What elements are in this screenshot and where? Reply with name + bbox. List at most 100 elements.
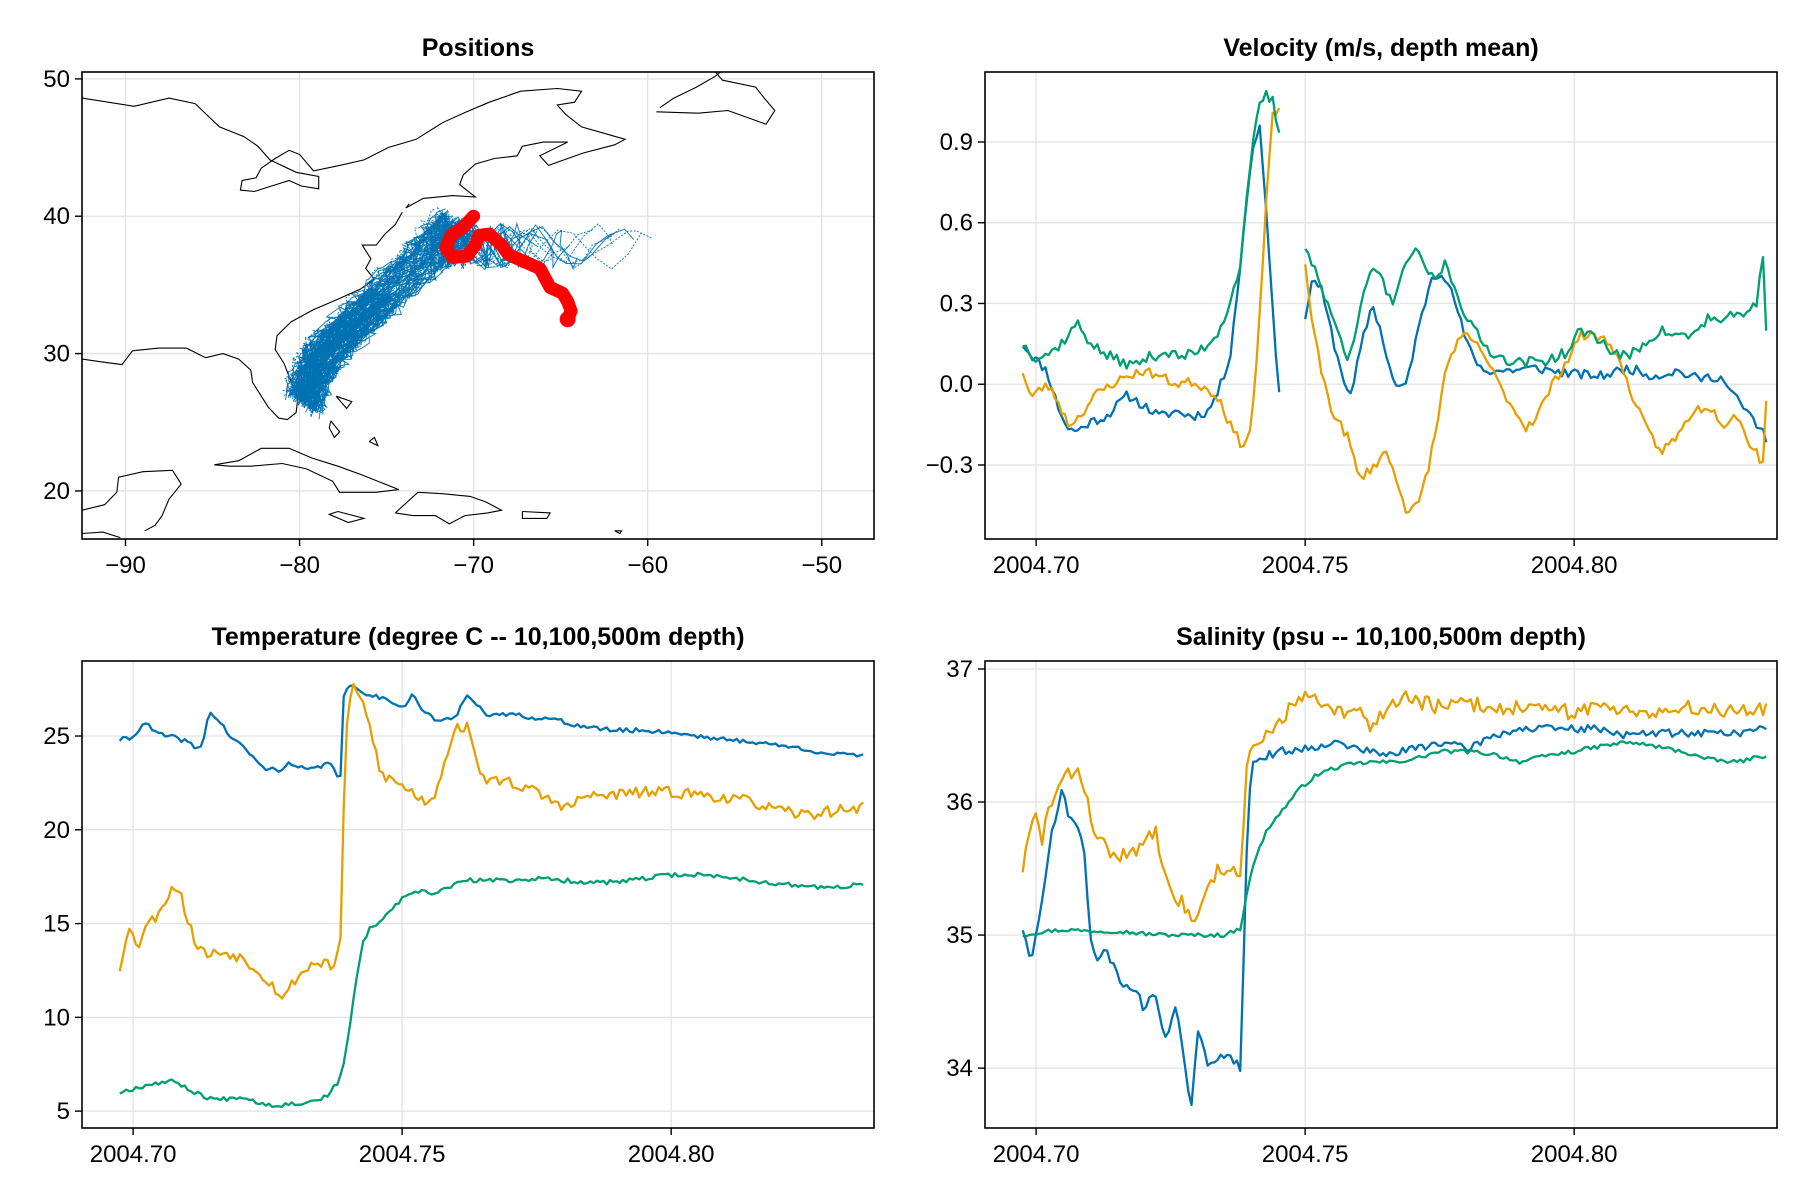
- temperature-xtick-label: 2004.70: [90, 1141, 177, 1168]
- temperature-plot-content: [118, 682, 864, 1109]
- temperature-series-500m-line: [119, 871, 864, 1109]
- velocity-ytick-label: −0.3: [926, 452, 973, 479]
- temperature-gridlines: [82, 661, 874, 1128]
- positions-plot-content: [82, 72, 776, 539]
- velocity-ytick-label: 0.6: [940, 210, 973, 237]
- positions-xtick-label: −50: [801, 552, 842, 579]
- highlight-track: [439, 209, 578, 326]
- temperature-xtick-label: 2004.75: [359, 1141, 446, 1168]
- salinity-series-100m-line: [1021, 690, 1768, 923]
- temperature-x-axis: 2004.70 2004.75 2004.80: [90, 1128, 715, 1168]
- salinity-ytick-label: 35: [946, 922, 973, 949]
- salinity-y-axis: 34 35 36 37: [946, 656, 985, 1082]
- velocity-series-u-line: [1304, 274, 1768, 443]
- positions-xtick-label: −60: [627, 552, 668, 579]
- coastline: [327, 510, 367, 524]
- velocity-plot-content: [1021, 89, 1768, 514]
- salinity-ytick-label: 34: [946, 1055, 973, 1082]
- salinity-ytick-label: 36: [946, 789, 973, 816]
- velocity-y-axis: −0.3 0.0 0.3 0.6 0.9: [926, 129, 985, 479]
- float-trajectory: [300, 219, 461, 404]
- velocity-series-u-line: [1021, 124, 1281, 433]
- float-trajectory: [293, 288, 373, 396]
- temperature-series-100m-line: [118, 682, 864, 1000]
- velocity-xtick-label: 2004.75: [1262, 552, 1349, 579]
- coastline: [614, 530, 623, 535]
- velocity-ytick-label: 0.0: [940, 371, 973, 398]
- salinity-series-500m-line: [1022, 740, 1767, 939]
- float-trajectory: [287, 215, 450, 391]
- float-trajectory: [310, 229, 471, 417]
- temperature-frame: [81, 660, 875, 1129]
- salinity-series-10m-line: [1021, 723, 1767, 1107]
- temperature-panel: Temperature (degree C -- 10,100,500m dep…: [43, 623, 875, 1168]
- velocity-panel: Velocity (m/s, depth mean) 2004.70 2004.7…: [926, 34, 1778, 579]
- velocity-x-axis: 2004.70 2004.75 2004.80: [993, 539, 1618, 579]
- salinity-title: Salinity (psu -- 10,100,500m depth): [1176, 623, 1586, 651]
- salinity-xtick-label: 2004.70: [993, 1141, 1080, 1168]
- coastline: [394, 491, 504, 525]
- velocity-frame: [984, 71, 1778, 540]
- velocity-gridlines: [985, 72, 1777, 539]
- positions-ytick-label: 20: [43, 478, 70, 505]
- coastline: [328, 420, 341, 439]
- temperature-y-axis: 5 10 15 20 25: [43, 723, 82, 1125]
- temperature-ytick-label: 5: [57, 1098, 70, 1125]
- float-trajectory: [300, 219, 593, 404]
- salinity-xtick-label: 2004.75: [1262, 1141, 1349, 1168]
- temperature-xtick-label: 2004.80: [628, 1141, 715, 1168]
- float-trajectory: [289, 287, 372, 394]
- temperature-title: Temperature (degree C -- 10,100,500m dep…: [211, 623, 744, 651]
- temperature-ytick-label: 10: [43, 1004, 70, 1031]
- coastline: [368, 436, 379, 447]
- velocity-xtick-label: 2004.80: [1531, 552, 1618, 579]
- positions-xtick-label: −70: [453, 552, 494, 579]
- salinity-plot-content: [1021, 690, 1768, 1107]
- float-trajectory: [285, 212, 447, 393]
- float-trajectory: [307, 222, 533, 408]
- coastline: [82, 531, 121, 539]
- velocity-ytick-label: 0.3: [940, 290, 973, 317]
- positions-ytick-label: 50: [43, 66, 70, 93]
- float-trajectory: [306, 297, 391, 404]
- float-trajectory: [313, 301, 396, 411]
- positions-panel: Positions −90 −80 −70 −60 −50 20 30 40 50: [43, 34, 875, 579]
- positions-xtick-label: −90: [105, 552, 146, 579]
- highlight-track-end-marker: [559, 311, 576, 328]
- coastline: [82, 87, 627, 209]
- velocity-title: Velocity (m/s, depth mean): [1223, 34, 1538, 62]
- positions-gridlines: [82, 72, 874, 539]
- salinity-x-axis: 2004.70 2004.75 2004.80: [993, 1128, 1618, 1168]
- coastline: [335, 395, 353, 410]
- positions-ytick-label: 40: [43, 203, 70, 230]
- salinity-frame: [984, 660, 1778, 1129]
- positions-ytick-label: 30: [43, 341, 70, 368]
- coastline: [82, 469, 182, 532]
- velocity-xtick-label: 2004.70: [993, 552, 1080, 579]
- coastline: [521, 510, 552, 519]
- velocity-ytick-label: 0.9: [940, 129, 973, 156]
- float-trajectory: [299, 297, 384, 401]
- salinity-ytick-label: 37: [946, 656, 973, 683]
- float-trajectory: [295, 292, 383, 403]
- coastline: [656, 72, 776, 125]
- positions-x-axis: −90 −80 −70 −60 −50: [105, 539, 842, 579]
- salinity-xtick-label: 2004.80: [1531, 1141, 1618, 1168]
- float-trajectory: [312, 304, 395, 411]
- velocity-series-speed-line: [1022, 89, 1281, 370]
- positions-xtick-label: −80: [279, 552, 320, 579]
- positions-frame: [81, 71, 875, 540]
- velocity-series-speed-line: [1304, 247, 1768, 369]
- coastline: [361, 211, 403, 280]
- velocity-series-v-line: [1021, 107, 1281, 449]
- coastline: [214, 447, 400, 493]
- temperature-series-10m-line: [118, 684, 864, 778]
- float-trajectory: [302, 292, 388, 402]
- positions-title: Positions: [422, 34, 535, 62]
- temperature-ytick-label: 15: [43, 911, 70, 938]
- velocity-series-v-line: [1304, 264, 1768, 514]
- coastline: [82, 278, 375, 421]
- positions-y-axis: 20 30 40 50: [43, 66, 82, 505]
- float-trajectory: [311, 301, 396, 410]
